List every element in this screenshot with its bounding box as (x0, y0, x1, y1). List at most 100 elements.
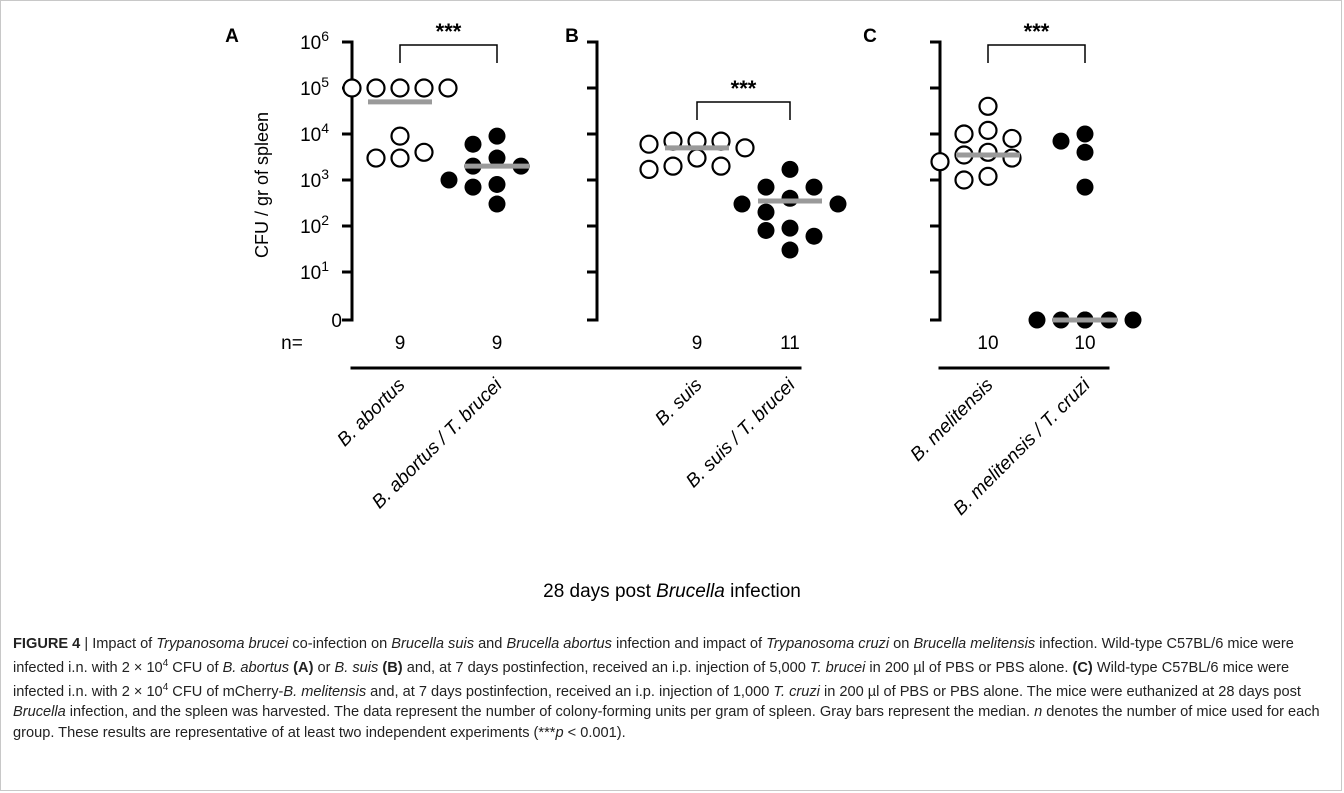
data-point-filled (464, 135, 482, 153)
data-point-filled (1076, 143, 1094, 161)
y-tick-label: 0 (331, 311, 342, 332)
caption-segment: Brucella abortus (506, 636, 612, 652)
caption-segment: 4 (162, 682, 169, 694)
caption-segment: Brucella melitensis (913, 636, 1036, 652)
data-point-open (978, 142, 998, 162)
caption-segment: in 200 µl of PBS or PBS alone. (865, 660, 1073, 677)
data-point-filled (757, 178, 775, 196)
data-point-filled (757, 203, 775, 221)
data-point-filled (488, 149, 506, 167)
significance-stars: *** (731, 76, 757, 101)
data-point-filled (1076, 125, 1094, 143)
x-category-label: B. melitensis (907, 374, 998, 465)
significance-stars: *** (436, 19, 462, 44)
data-point-open (978, 120, 998, 140)
data-point-open (735, 138, 755, 158)
data-point-open (978, 166, 998, 186)
data-point-open (342, 78, 362, 98)
data-point-filled (440, 171, 458, 189)
caption-segment: B. melitensis (283, 684, 367, 701)
data-point-filled (733, 195, 751, 213)
panel-letter: C (863, 26, 877, 47)
data-point-filled (757, 221, 775, 239)
n-count-label: 11 (780, 333, 800, 354)
y-tick-label: 106 (300, 28, 329, 54)
caption-segment: infection and impact of (611, 636, 767, 652)
data-point-filled (805, 178, 823, 196)
data-point-open (930, 152, 950, 172)
significance-bracket (696, 101, 791, 120)
y-axis-label: CFU / gr of spleen (252, 112, 272, 258)
caption-segment: B. suis (334, 660, 379, 677)
n-count-label: 9 (492, 333, 503, 354)
caption-segment: co-infection on (288, 636, 392, 652)
data-point-open (954, 124, 974, 144)
data-point-open (954, 170, 974, 190)
caption-segment: CFU of mCherry- (168, 684, 284, 701)
caption-segment: and (474, 636, 507, 652)
caption-segment: and, at 7 days postinfection, received a… (402, 660, 810, 677)
data-point-open (711, 156, 731, 176)
data-point-filled (781, 241, 799, 259)
data-point-open (639, 159, 659, 179)
caption-segment: n (1034, 704, 1043, 721)
n-count-label: 10 (977, 333, 998, 354)
data-point-open (414, 78, 434, 98)
data-point-open (978, 96, 998, 116)
caption-segment: denotes the number of mice used for each… (13, 704, 1320, 741)
caption-segment: in 200 µl of PBS or PBS alone. The mice … (819, 684, 1301, 701)
panel-letter: A (225, 26, 239, 47)
caption-segment: < 0.001). (563, 724, 626, 741)
y-tick-label: 101 (300, 258, 329, 284)
y-tick-label: 105 (300, 74, 329, 100)
caption-segment: (B) (382, 660, 403, 677)
n-count-label: 10 (1074, 333, 1095, 354)
x-category-label: B. abortus (333, 374, 409, 450)
caption-figure-label: FIGURE 4 (13, 636, 81, 652)
caption-segment: | Impact of (80, 636, 157, 652)
caption-segment: (C) (1072, 660, 1093, 677)
n-prefix-label: n= (281, 333, 303, 354)
data-point-open (687, 148, 707, 168)
n-count-label: 9 (395, 333, 406, 354)
caption-segment: (A) (293, 660, 314, 677)
caption-segment: Brucella suis (391, 636, 475, 652)
n-count-label: 9 (692, 333, 703, 354)
caption-segment: Brucella (13, 704, 66, 721)
data-point-filled (781, 189, 799, 207)
data-point-open (390, 78, 410, 98)
caption-segment: T. brucei (809, 660, 866, 677)
data-point-open (663, 156, 683, 176)
data-point-filled (781, 219, 799, 237)
data-point-filled (1052, 132, 1070, 150)
data-point-filled (805, 227, 823, 245)
data-point-open (366, 78, 386, 98)
caption-segment: infection, and the spleen was harvested.… (65, 704, 1035, 721)
significance-bracket (399, 44, 498, 63)
significance-stars: *** (1024, 19, 1050, 44)
data-point-open (390, 126, 410, 146)
caption-segment: B. abortus (222, 660, 290, 677)
x-axis-label: 28 days post Brucella infection (543, 581, 801, 602)
caption-segment: p (555, 724, 564, 741)
data-point-filled (488, 127, 506, 145)
data-point-filled (488, 195, 506, 213)
data-point-filled (1124, 311, 1142, 329)
caption-segment: CFU of (168, 660, 223, 677)
caption-segment: infection. Wild-type C57BL/6 mice were i… (13, 636, 1294, 677)
caption-text: FIGURE 4 | Impact of Trypanosoma brucei … (13, 634, 1333, 743)
caption-segment: T. cruzi (773, 684, 820, 701)
data-point-open (639, 134, 659, 154)
data-point-open (414, 142, 434, 162)
y-tick-label: 102 (300, 212, 329, 238)
caption-segment: 4 (162, 658, 169, 670)
caption-segment: or (313, 660, 335, 677)
data-point-open (1002, 128, 1022, 149)
caption-segment: on (889, 636, 914, 652)
y-tick-label: 103 (300, 166, 329, 192)
data-point-open (366, 148, 386, 168)
data-point-filled (781, 160, 799, 178)
